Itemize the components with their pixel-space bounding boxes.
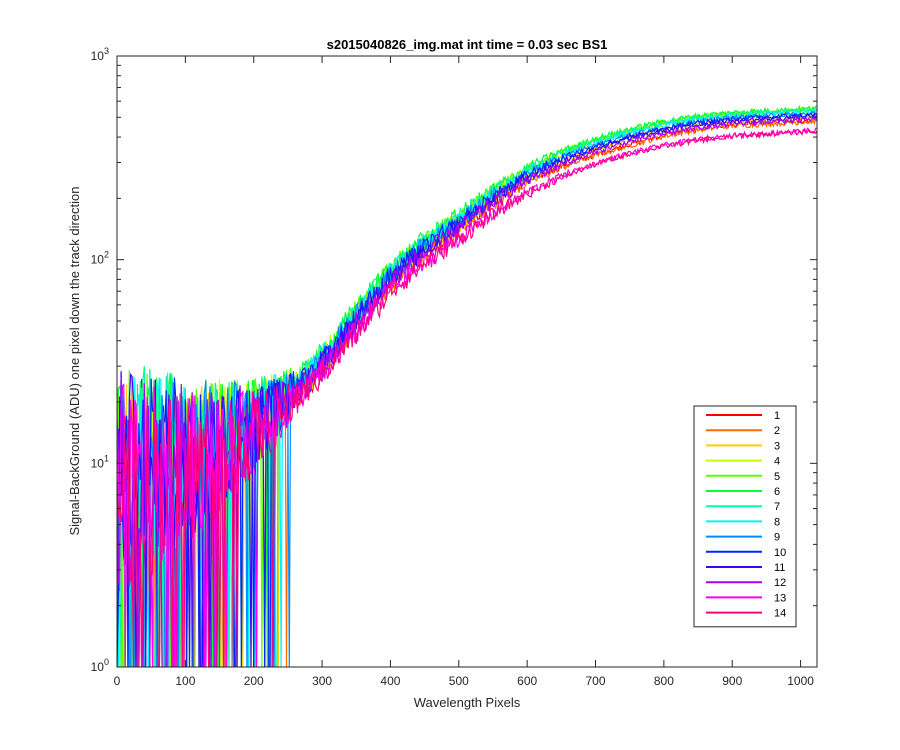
- x-tick-label: 700: [586, 674, 606, 688]
- legend-label-1: 1: [774, 410, 780, 422]
- y-tick-label: 100: [91, 657, 109, 674]
- x-tick-label: 0: [114, 674, 121, 688]
- series-line-12: [117, 115, 817, 667]
- y-tick-label: 101: [91, 453, 109, 470]
- x-tick-label: 100: [175, 674, 195, 688]
- x-tick-label: 800: [654, 674, 674, 688]
- x-tick-label: 200: [244, 674, 264, 688]
- series-line-13: [117, 127, 817, 667]
- legend-label-10: 10: [774, 547, 786, 559]
- x-tick-label: 400: [380, 674, 400, 688]
- legend-label-5: 5: [774, 471, 780, 483]
- legend-label-9: 9: [774, 532, 780, 544]
- legend-label-13: 13: [774, 592, 786, 604]
- legend-label-6: 6: [774, 486, 780, 498]
- legend-label-14: 14: [774, 608, 786, 620]
- legend-label-7: 7: [774, 501, 780, 513]
- x-tick-label: 300: [312, 674, 332, 688]
- chart-title: s2015040826_img.mat int time = 0.03 sec …: [327, 37, 608, 52]
- legend-label-4: 4: [774, 456, 780, 468]
- legend-box: [693, 405, 797, 628]
- x-tick-label: 1000: [787, 674, 814, 688]
- x-tick-label: 900: [722, 674, 742, 688]
- axes-layer: 0 100 200 300 400 500 600 700 800 900 100010010110…: [91, 46, 818, 688]
- series-line-14: [117, 128, 817, 667]
- x-tick-label: 600: [517, 674, 537, 688]
- series-layer: [117, 104, 817, 667]
- y-tick-label: 103: [91, 46, 109, 63]
- legend-label-12: 12: [774, 577, 786, 589]
- axes-box: [116, 55, 818, 668]
- legend-label-11: 11: [774, 562, 785, 574]
- y-tick-label: 102: [91, 250, 109, 267]
- x-tick-label: 500: [449, 674, 469, 688]
- legend-label-8: 8: [774, 516, 780, 528]
- legend-label-3: 3: [774, 440, 780, 452]
- legend-label-2: 2: [774, 425, 780, 437]
- y-axis-label: Signal-BackGround (ADU) one pixel down t…: [67, 186, 82, 535]
- x-axis-label: Wavelength Pixels: [414, 695, 521, 710]
